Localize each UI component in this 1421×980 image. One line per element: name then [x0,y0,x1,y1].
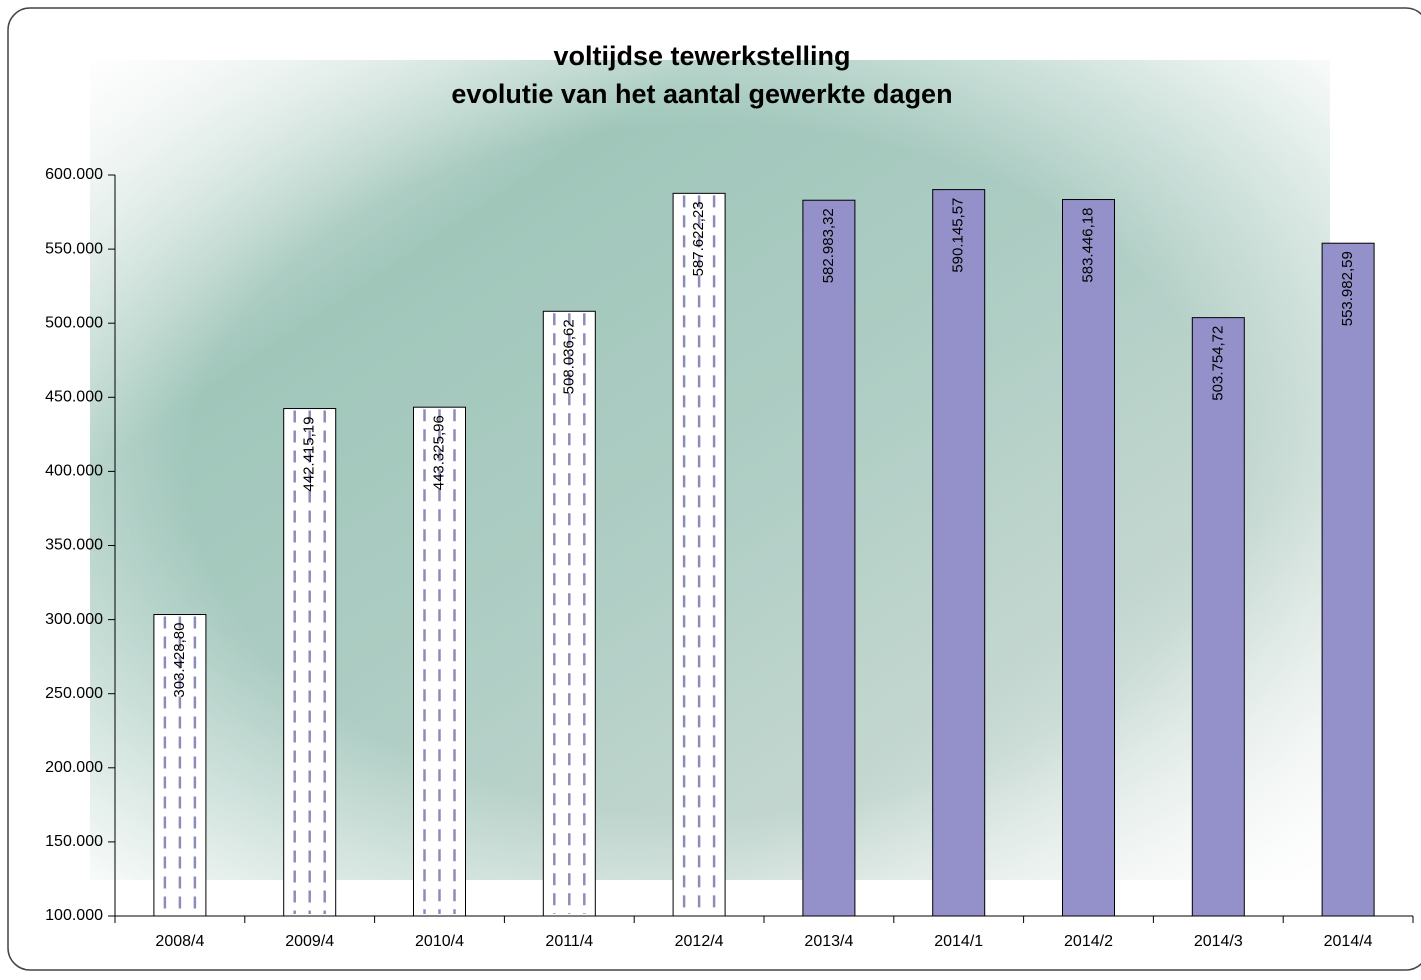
y-tick-label: 150.000 [45,833,103,850]
value-label: 582.983,32 [820,208,837,283]
bar [1321,242,1375,917]
y-tick-label: 550.000 [45,240,103,257]
bar [1191,317,1245,917]
value-label: 442.415,19 [301,417,318,492]
x-tick-label: 2014/1 [934,933,983,950]
y-tick-label: 350.000 [45,537,103,554]
x-tick-label: 2014/3 [1194,933,1243,950]
x-tick-label: 2009/4 [285,933,334,950]
value-label: 587.622,23 [690,201,707,276]
y-tick-label: 300.000 [45,611,103,628]
bar [1062,199,1115,917]
y-tick-label: 500.000 [45,314,103,331]
y-tick-label: 600.000 [45,166,103,183]
x-tick-label: 2011/4 [545,933,593,950]
x-tick-label: 2010/4 [415,933,464,950]
x-tick-label: 2012/4 [675,933,724,950]
y-tick-label: 250.000 [45,685,103,702]
x-tick-label: 2014/4 [1324,933,1373,950]
y-tick-label: 200.000 [45,759,103,776]
bar [802,199,856,917]
chart-title: voltijdse tewerkstelling [553,41,850,71]
bar [932,189,986,917]
bar [672,192,726,917]
value-label: 553.982,59 [1339,251,1356,326]
value-label: 508.036,62 [560,319,577,394]
x-tick-label: 2013/4 [804,933,853,950]
x-tick-label: 2014/2 [1064,933,1113,950]
value-label: 443.325,96 [430,415,447,490]
value-label: 303.428,80 [171,623,188,698]
value-label: 583.446,18 [1079,208,1096,283]
y-tick-label: 400.000 [45,463,103,480]
value-label: 590.145,57 [950,198,967,273]
value-label: 503.754,72 [1209,326,1226,401]
y-tick-label: 100.000 [45,907,103,924]
x-tick-label: 2008/4 [155,933,204,950]
chart-subtitle: evolutie van het aantal gewerkte dagen [451,79,952,109]
y-tick-label: 450.000 [45,389,103,406]
